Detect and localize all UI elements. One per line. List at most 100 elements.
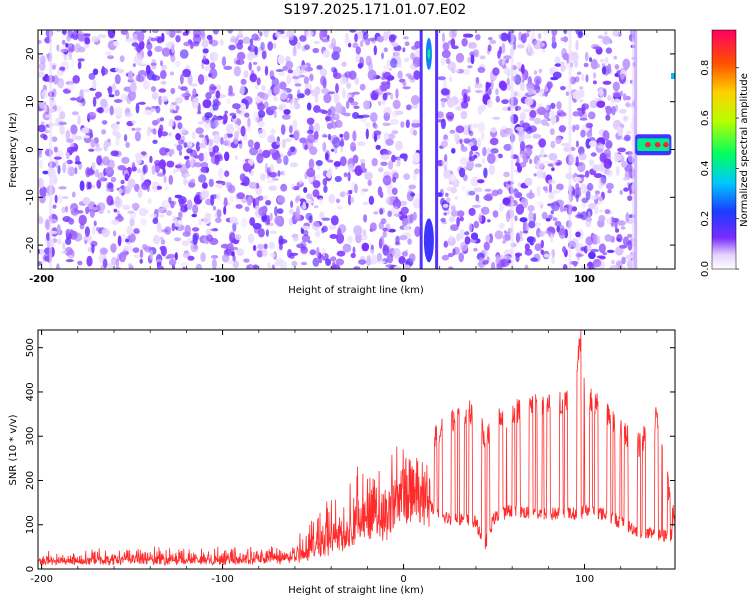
spectrogram-speckle: [139, 249, 144, 259]
spectrogram-speckle: [62, 196, 69, 200]
spectrogram-speckle: [519, 217, 528, 223]
spectrogram-speckle: [137, 75, 145, 83]
spectrogram-speckle: [274, 206, 278, 217]
spectrogram-speckle: [200, 161, 209, 169]
spectrogram-speckle: [625, 212, 630, 223]
spectrogram-speckle: [275, 258, 285, 267]
spectrogram-speckle: [101, 120, 108, 125]
spectrogram-speckle: [412, 119, 419, 124]
spectrogram-speckle: [403, 264, 411, 269]
spectrogram-speckle: [41, 89, 49, 99]
spectrogram-speckle: [593, 258, 602, 268]
spectrogram-speckle: [42, 253, 51, 262]
spectrogram-speckle: [183, 176, 187, 186]
spectrogram-speckle: [234, 234, 242, 241]
spectrogram-speckle: [289, 98, 298, 109]
spectrogram-speckle: [602, 35, 611, 45]
spectrogram-speckle: [43, 104, 48, 113]
spectrogram-speckle: [239, 173, 246, 182]
spectrogram-speckle: [261, 84, 266, 92]
spectrogram-speckle: [299, 35, 307, 42]
spectrogram-speckle: [152, 139, 158, 144]
spectrogram-speckle: [518, 133, 525, 144]
spectrogram-speckle: [275, 69, 284, 72]
spectrogram-speckle: [353, 266, 361, 269]
spectrogram-speckle: [221, 56, 227, 67]
spectrogram-speckle: [623, 177, 629, 181]
spectrogram-speckle: [533, 70, 538, 75]
spectrogram-speckle: [400, 121, 405, 128]
y-tick-label: -20: [25, 237, 36, 253]
spectrogram-speckle: [414, 40, 421, 49]
spectrogram-speckle: [175, 30, 182, 34]
spectrogram-speckle: [498, 202, 505, 213]
spectrogram-speckle: [359, 56, 365, 67]
spectrogram-speckle: [359, 83, 366, 91]
spectrogram-speckle: [187, 140, 193, 148]
spectrogram-speckle: [352, 130, 357, 142]
spectrogram-speckle: [309, 73, 314, 82]
spectrogram-speckle: [138, 207, 147, 217]
spectrogram-speckle: [45, 114, 51, 118]
spectrogram-speckle: [119, 55, 125, 63]
spectrogram-speckle: [443, 240, 448, 248]
spectrogram-speckle: [77, 33, 86, 42]
spectrogram-speckle: [257, 195, 264, 201]
spectrogram-speckle: [262, 195, 269, 200]
spectrogram-speckle: [356, 141, 366, 147]
spectrogram-speckle: [268, 185, 278, 191]
spectrogram-speckle: [621, 160, 627, 168]
spectrogram-speckle: [301, 234, 311, 242]
spectrogram-speckle: [618, 108, 627, 114]
spectrogram-speckle: [575, 231, 581, 238]
spectrogram-speckle: [148, 126, 152, 133]
spectrogram-speckle: [276, 195, 286, 205]
spectrogram-speckle: [569, 261, 579, 265]
spectrogram-speckle: [539, 41, 544, 49]
spectrogram-speckle: [292, 45, 297, 57]
spectrogram-speckle: [448, 266, 454, 269]
spectrogram-speckle: [71, 111, 79, 116]
spectrogram-speckle: [348, 189, 353, 195]
spectrogram-speckle: [327, 168, 332, 179]
spectrogram-speckle: [91, 162, 96, 171]
spectrogram-speckle: [328, 224, 337, 230]
spectrogram-speckle: [86, 255, 93, 267]
spectrogram-speckle: [83, 135, 90, 139]
spectrogram-speckle: [113, 99, 123, 103]
spectrogram-speckle: [490, 79, 494, 91]
spectrogram-speckle: [89, 209, 95, 218]
spectrogram-speckle: [192, 204, 199, 215]
spectrogram-speckle: [144, 109, 152, 115]
spectrogram-speckle: [238, 30, 243, 38]
spectrogram-speckle: [140, 171, 145, 183]
spectrogram-speckle: [128, 181, 133, 192]
spectrogram-speckle: [270, 230, 278, 235]
spectrogram-speckle: [290, 146, 296, 153]
spectrogram-speckle: [62, 162, 67, 174]
spectrogram-speckle: [201, 39, 209, 48]
spectrogram-speckle: [481, 104, 486, 112]
spectrogram-speckle: [151, 73, 157, 81]
spectrogram-speckle: [487, 153, 496, 165]
spectrogram-speckle: [226, 123, 234, 135]
spectrogram-speckle: [606, 170, 613, 177]
spectrogram-speckle: [310, 196, 314, 201]
spectrogram-speckle: [156, 117, 161, 123]
spectrogram-speckle: [530, 257, 538, 262]
colorbar-label: Normalized spectral amplitude: [739, 73, 750, 227]
spectrogram-speckle: [551, 30, 558, 37]
spectrogram-speckle: [495, 254, 500, 264]
snr-series-line: [38, 330, 675, 567]
spectrogram-speckle: [304, 44, 310, 51]
spectrogram-speckle: [623, 187, 629, 192]
spectrogram-speckle: [346, 82, 352, 89]
spectrogram-speckle: [589, 100, 598, 109]
spectrogram-speckle: [455, 52, 465, 63]
spectrogram-speckle: [361, 242, 370, 252]
colorbar-tick-label: 0.4: [700, 160, 711, 176]
spectrogram-speckle: [619, 244, 628, 249]
spectrogram-speckle: [265, 200, 272, 206]
spectrogram-speckle: [469, 130, 474, 137]
spectrogram-speckle: [484, 188, 492, 192]
